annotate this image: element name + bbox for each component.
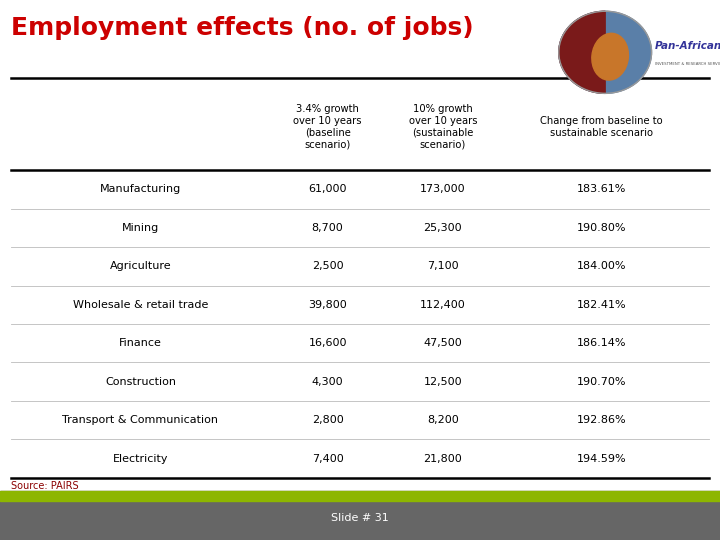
Text: 192.86%: 192.86% <box>577 415 626 425</box>
Text: 4,300: 4,300 <box>312 377 343 387</box>
Text: 21,800: 21,800 <box>423 454 462 464</box>
Text: 183.61%: 183.61% <box>577 184 626 194</box>
Text: 2,800: 2,800 <box>312 415 343 425</box>
Text: 7,100: 7,100 <box>427 261 459 271</box>
Text: Transport & Communication: Transport & Communication <box>63 415 218 425</box>
Text: 7,400: 7,400 <box>312 454 343 464</box>
Text: 182.41%: 182.41% <box>577 300 626 310</box>
Text: Electricity: Electricity <box>112 454 168 464</box>
Text: 47,500: 47,500 <box>423 338 462 348</box>
Text: 8,700: 8,700 <box>312 223 343 233</box>
Text: 39,800: 39,800 <box>308 300 347 310</box>
Text: 184.00%: 184.00% <box>577 261 626 271</box>
Text: Change from baseline to
sustainable scenario: Change from baseline to sustainable scen… <box>540 116 662 138</box>
Text: Manufacturing: Manufacturing <box>100 184 181 194</box>
Text: Source: PAIRS: Source: PAIRS <box>11 481 78 491</box>
Text: 190.70%: 190.70% <box>577 377 626 387</box>
Text: Slide # 31: Slide # 31 <box>331 513 389 523</box>
Text: 12,500: 12,500 <box>423 377 462 387</box>
Text: Employment effects (no. of jobs): Employment effects (no. of jobs) <box>11 16 474 40</box>
Bar <box>0 491 720 501</box>
Text: 194.59%: 194.59% <box>577 454 626 464</box>
Wedge shape <box>559 11 605 93</box>
Text: Finance: Finance <box>119 338 162 348</box>
Text: 3.4% growth
over 10 years
(baseline
scenario): 3.4% growth over 10 years (baseline scen… <box>293 105 362 149</box>
Text: 61,000: 61,000 <box>308 184 347 194</box>
Text: Pan-African: Pan-African <box>655 42 720 51</box>
Text: 186.14%: 186.14% <box>577 338 626 348</box>
Text: 16,600: 16,600 <box>308 338 347 348</box>
Ellipse shape <box>592 33 629 80</box>
Text: 8,200: 8,200 <box>427 415 459 425</box>
Bar <box>0 491 720 540</box>
Text: Agriculture: Agriculture <box>109 261 171 271</box>
Text: 112,400: 112,400 <box>420 300 466 310</box>
Text: 190.80%: 190.80% <box>577 223 626 233</box>
Text: INVESTMENT & RESEARCH SERVICES: INVESTMENT & RESEARCH SERVICES <box>655 62 720 66</box>
Text: 173,000: 173,000 <box>420 184 466 194</box>
Text: 10% growth
over 10 years
(sustainable
scenario): 10% growth over 10 years (sustainable sc… <box>408 105 477 149</box>
Text: Construction: Construction <box>105 377 176 387</box>
Text: Wholesale & retail trade: Wholesale & retail trade <box>73 300 208 310</box>
Text: 2,500: 2,500 <box>312 261 343 271</box>
Circle shape <box>559 11 652 93</box>
Text: 25,300: 25,300 <box>423 223 462 233</box>
Text: Mining: Mining <box>122 223 159 233</box>
